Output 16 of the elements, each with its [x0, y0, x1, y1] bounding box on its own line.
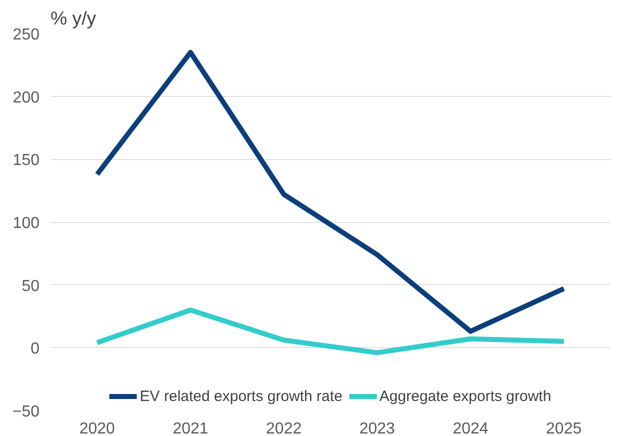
x-tick-label: 2021 [172, 420, 208, 436]
y-tick-label: 200 [12, 89, 40, 106]
legend-label: Aggregate exports growth [379, 388, 552, 404]
x-tick-label: 2020 [79, 420, 116, 436]
x-tick-label: 2024 [452, 420, 488, 436]
y-tick-label: 100 [12, 215, 40, 232]
x-tick-label: 2023 [359, 420, 396, 436]
x-tick-label: 2022 [266, 420, 302, 436]
y-axis-title: % y/y [50, 8, 97, 28]
y-tick-label: 50 [22, 278, 40, 295]
legend-label: EV related exports growth rate [140, 388, 342, 404]
y-tick-label: 0 [30, 340, 40, 358]
y-tick-label: 150 [12, 152, 40, 170]
y-tick-label: 250 [12, 26, 40, 44]
x-tick-label: 2025 [546, 420, 582, 436]
y-tick-label: −50 [12, 404, 40, 420]
